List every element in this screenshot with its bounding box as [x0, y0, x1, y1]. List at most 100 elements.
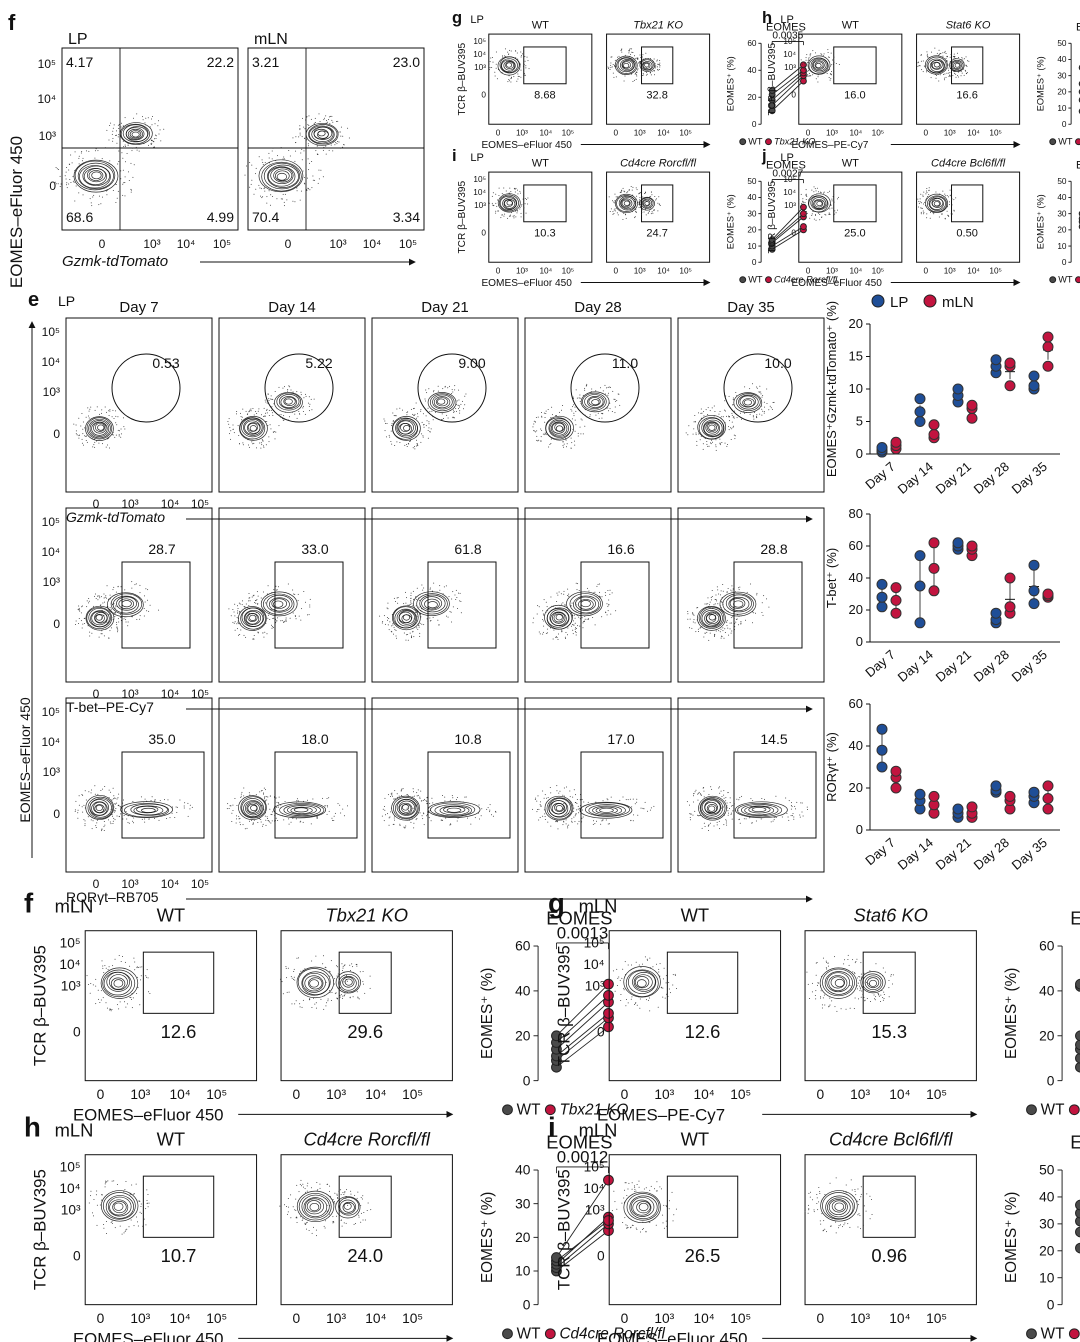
contour-line	[273, 168, 293, 183]
event-dot	[68, 183, 70, 185]
contour-line	[430, 802, 476, 817]
event-dot	[659, 66, 661, 68]
event-dot	[309, 189, 311, 191]
event-dot	[966, 73, 968, 75]
event-dot	[169, 817, 171, 819]
event-dot	[302, 170, 304, 172]
plot-frame	[371, 507, 519, 683]
event-dot	[648, 212, 650, 214]
contour-population	[260, 796, 348, 825]
event-dot	[90, 1195, 92, 1197]
event-dot	[961, 72, 963, 74]
gate-value: 10.3	[534, 227, 555, 239]
event-dot	[804, 65, 806, 67]
event-dot	[115, 434, 117, 436]
event-dot	[331, 119, 333, 121]
event-dot	[301, 1219, 303, 1221]
event-dot	[334, 812, 336, 814]
event-dot	[118, 434, 120, 436]
event-dot	[520, 212, 522, 214]
y-tick-label: 10⁵	[783, 37, 796, 46]
event-dot	[139, 966, 141, 968]
event-dot	[78, 804, 80, 806]
event-dot	[668, 988, 670, 990]
contour-line	[106, 592, 144, 618]
event-dot	[570, 447, 572, 449]
event-dot	[663, 1204, 665, 1206]
contour-line	[243, 418, 263, 436]
event-dot	[588, 590, 590, 592]
x-tick-label: 10³	[826, 128, 838, 137]
contour-line	[816, 200, 823, 207]
event-dot	[335, 120, 337, 122]
event-dot	[231, 812, 233, 814]
chart-x-tick-label: Day 7	[862, 459, 898, 492]
event-dot	[266, 410, 268, 412]
event-dot	[342, 808, 344, 810]
event-dot	[851, 1189, 853, 1191]
event-dot	[948, 75, 950, 77]
event-dot	[718, 787, 720, 789]
event-dot	[821, 975, 823, 977]
event-dot	[823, 53, 825, 55]
event-dot	[387, 602, 389, 604]
event-dot	[100, 999, 102, 1001]
event-dot	[961, 57, 963, 59]
event-dot	[600, 412, 602, 414]
event-dot	[831, 1000, 833, 1002]
event-dot	[413, 827, 415, 829]
event-dot	[141, 818, 143, 820]
event-dot	[947, 206, 949, 208]
day-label: Day 35	[727, 299, 775, 316]
event-dot	[624, 1217, 626, 1219]
event-dot	[139, 1211, 141, 1213]
event-dot	[348, 137, 350, 139]
event-dot	[659, 1186, 661, 1188]
event-dot	[580, 402, 582, 404]
contour-line	[708, 424, 716, 431]
event-dot	[928, 187, 930, 189]
contour-line	[110, 977, 126, 990]
event-dot	[369, 987, 371, 989]
event-dot	[230, 805, 232, 807]
event-dot	[850, 989, 852, 991]
event-dot	[446, 615, 448, 617]
event-dot	[417, 789, 419, 791]
event-dot	[285, 967, 287, 969]
event-dot	[930, 77, 932, 79]
event-dot	[828, 213, 830, 215]
event-dot	[636, 1183, 638, 1185]
event-dot	[880, 1000, 882, 1002]
contour-line	[595, 806, 618, 814]
chart-x-tick-label: Day 21	[933, 647, 974, 685]
event-dot	[117, 136, 119, 138]
event-dot	[265, 812, 267, 814]
event-dot	[104, 824, 106, 826]
event-dot	[878, 995, 880, 997]
event-dot	[390, 424, 392, 426]
event-dot	[917, 206, 919, 208]
event-dot	[262, 591, 264, 593]
event-dot	[268, 409, 270, 411]
event-dot	[773, 819, 775, 821]
event-dot	[323, 955, 325, 957]
pair-line	[556, 1223, 609, 1268]
event-dot	[353, 1223, 355, 1225]
event-dot	[335, 142, 337, 144]
event-dot	[698, 630, 700, 632]
contour-line	[130, 803, 168, 816]
event-dot	[803, 201, 805, 203]
x-axis-label: RORγt–RB705	[66, 889, 159, 905]
event-dot	[383, 418, 385, 420]
event-dot	[508, 78, 510, 80]
event-dot	[577, 805, 579, 807]
event-dot	[725, 415, 727, 417]
event-dot	[612, 970, 614, 972]
event-dot	[656, 60, 658, 62]
event-dot	[417, 623, 419, 625]
event-dot	[621, 1202, 623, 1204]
event-dot	[87, 625, 89, 627]
event-dot	[248, 597, 250, 599]
event-dot	[82, 194, 84, 196]
mln-point	[928, 585, 940, 597]
